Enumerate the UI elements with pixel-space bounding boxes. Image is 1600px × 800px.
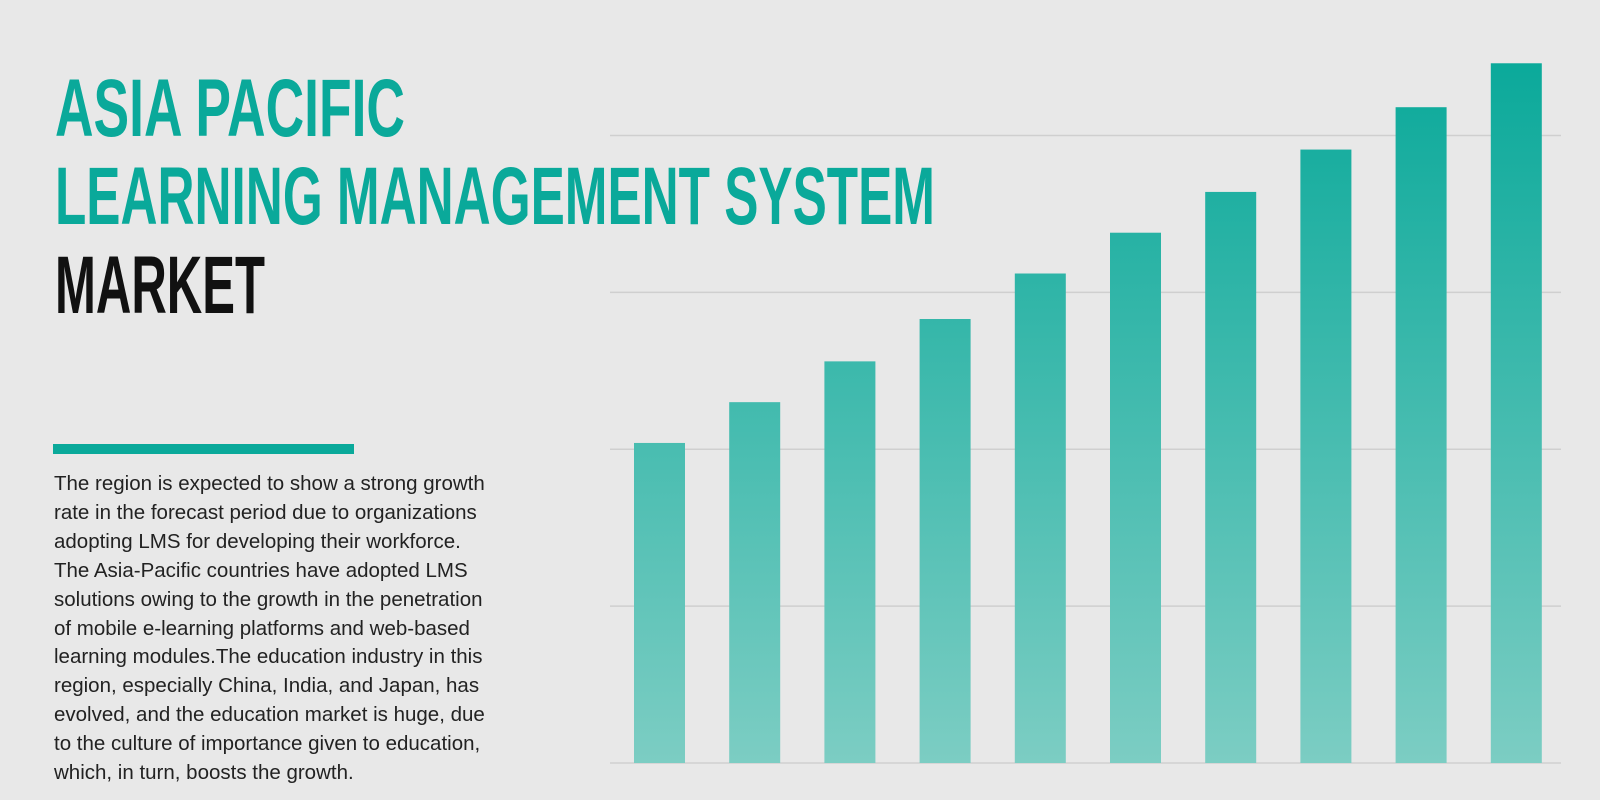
description-line: evolved, and the education market is hug… — [54, 703, 485, 727]
bar — [1110, 232, 1161, 763]
bar — [634, 442, 685, 763]
bar — [1490, 63, 1542, 763]
description-line: solutions owing to the growth in the pen… — [54, 587, 483, 611]
bar — [1395, 107, 1447, 763]
title-line: ASIA PACIFIC — [55, 63, 405, 154]
bar — [1014, 273, 1066, 763]
bar — [919, 319, 971, 763]
description-line: to the culture of importance given to ed… — [54, 732, 481, 756]
description-line: The region is expected to show a strong … — [54, 472, 485, 495]
accent-bar — [53, 444, 354, 454]
description-line: of mobile e-learning platforms and web-b… — [54, 616, 470, 640]
subtitle: MARKET — [55, 240, 265, 331]
bar — [1205, 191, 1257, 763]
description-line: rate in the forecast period due to organ… — [54, 500, 477, 524]
description: The region is expected to show a strong … — [54, 470, 485, 788]
title-line: LEARNING MANAGEMENT SYSTEM — [55, 151, 935, 242]
description-line: region, especially China, India, and Jap… — [54, 674, 480, 698]
bar — [824, 361, 876, 763]
description-line: which, in turn, boosts the growth. — [54, 761, 354, 785]
bar — [1300, 149, 1352, 763]
description-line: learning modules.The education industry … — [54, 645, 483, 669]
bar — [729, 402, 781, 763]
description-line: The Asia-Pacific countries have adopted … — [54, 558, 468, 582]
description-line: adopting LMS for developing their workfo… — [54, 529, 461, 553]
